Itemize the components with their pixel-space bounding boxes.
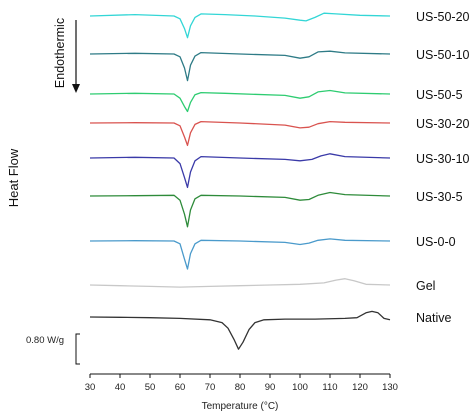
x-tick-label: 100: [292, 382, 308, 393]
x-tick-label: 70: [205, 382, 216, 393]
scale-bar: 0.80 W/g: [26, 333, 80, 365]
endothermic-label: Endothermic: [53, 18, 67, 88]
series-label-us-50-5: US-50-5: [416, 88, 463, 102]
x-axis-title: Temperature (°C): [202, 401, 279, 412]
curve-native: [89, 310, 391, 350]
curve-us-30-20: [89, 120, 391, 147]
x-tick-label: 40: [115, 382, 126, 393]
x-ticks: 30 40 50 60 70 80 90 100 110 120 130: [85, 374, 398, 393]
x-tick-label: 60: [175, 382, 186, 393]
x-tick-label: 50: [145, 382, 156, 393]
x-tick-label: 110: [322, 382, 337, 393]
y-axis-title: Heat Flow: [6, 148, 21, 207]
x-tick-label: 30: [85, 382, 96, 393]
endothermic-arrow: [72, 20, 80, 93]
series-label-us-0-0: US-0-0: [416, 235, 456, 249]
series-label-us-30-20: US-30-20: [416, 117, 470, 131]
series-labels: US-50-20 US-50-10 US-50-5 US-30-20 US-30-10 U…: [416, 10, 470, 325]
x-tick-label: 80: [235, 382, 246, 393]
curve-gel: [89, 278, 391, 288]
series-label-us-50-20: US-50-20: [416, 10, 470, 24]
scale-bar-label: 0.80 W/g: [26, 335, 64, 346]
x-tick-label: 130: [382, 382, 398, 393]
curve-us-50-5: [89, 89, 391, 113]
x-tick-label: 120: [352, 382, 368, 393]
curve-us-30-10: [89, 153, 391, 189]
series-label-native: Native: [416, 311, 451, 325]
series-label-us-30-5: US-30-5: [416, 190, 463, 204]
x-tick-label: 90: [265, 382, 276, 393]
series-label-us-50-10: US-50-10: [416, 48, 470, 62]
curve-us-0-0: [89, 238, 391, 270]
curve-us-50-20: [89, 12, 391, 39]
series-label-gel: Gel: [416, 279, 435, 293]
curve-us-50-10: [89, 50, 391, 82]
series-label-us-30-10: US-30-10: [416, 152, 470, 166]
curve-us-30-5: [89, 191, 391, 228]
curves-layer: [89, 12, 391, 350]
